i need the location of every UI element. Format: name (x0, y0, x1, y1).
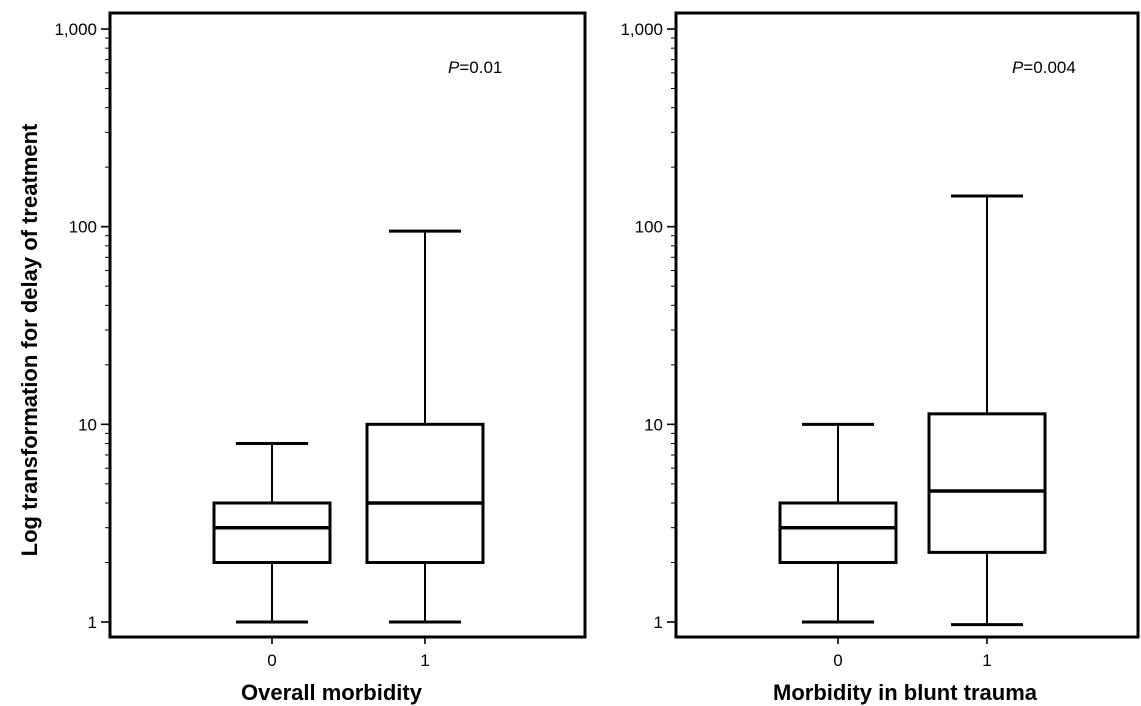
iqr-box (778, 501, 898, 564)
y-tick-label: 100 (635, 218, 663, 237)
y-tick-label: 1,000 (620, 20, 663, 39)
iqr-box (212, 501, 332, 564)
p-value-annotation: P=0.01 (448, 58, 502, 77)
y-tick-label: 10 (644, 415, 663, 434)
panel-overall-morbidity: 1 10 100 1,000 0 1 Overall morbidity P=0.01 (54, 11, 587, 705)
p-symbol: P (1012, 58, 1024, 77)
y-axis-label: Log transformation for delay of treatmen… (17, 123, 42, 556)
x-tick-label: 1 (982, 651, 991, 670)
x-tick-label: 0 (833, 651, 842, 670)
y-tick-label: 1 (654, 613, 663, 632)
x-tick-label: 0 (267, 651, 276, 670)
panel-blunt-trauma: 1 10 100 1,000 0 1 Morbidity in blunt trauma P=… (620, 11, 1140, 705)
iqr-box (365, 422, 485, 564)
y-tick-label: 1 (88, 613, 97, 632)
p-value-annotation: P=0.004 (1012, 58, 1076, 77)
p-value: =0.004 (1023, 58, 1075, 77)
x-axis-label: Overall morbidity (241, 680, 423, 705)
p-symbol: P (448, 58, 460, 77)
p-value: =0.01 (459, 58, 502, 77)
y-tick-label: 10 (78, 415, 97, 434)
iqr-box (927, 412, 1047, 554)
y-tick-label: 1,000 (54, 20, 97, 39)
x-axis-label: Morbidity in blunt trauma (773, 680, 1038, 705)
y-tick-label: 100 (69, 218, 97, 237)
x-tick-label: 1 (420, 651, 429, 670)
